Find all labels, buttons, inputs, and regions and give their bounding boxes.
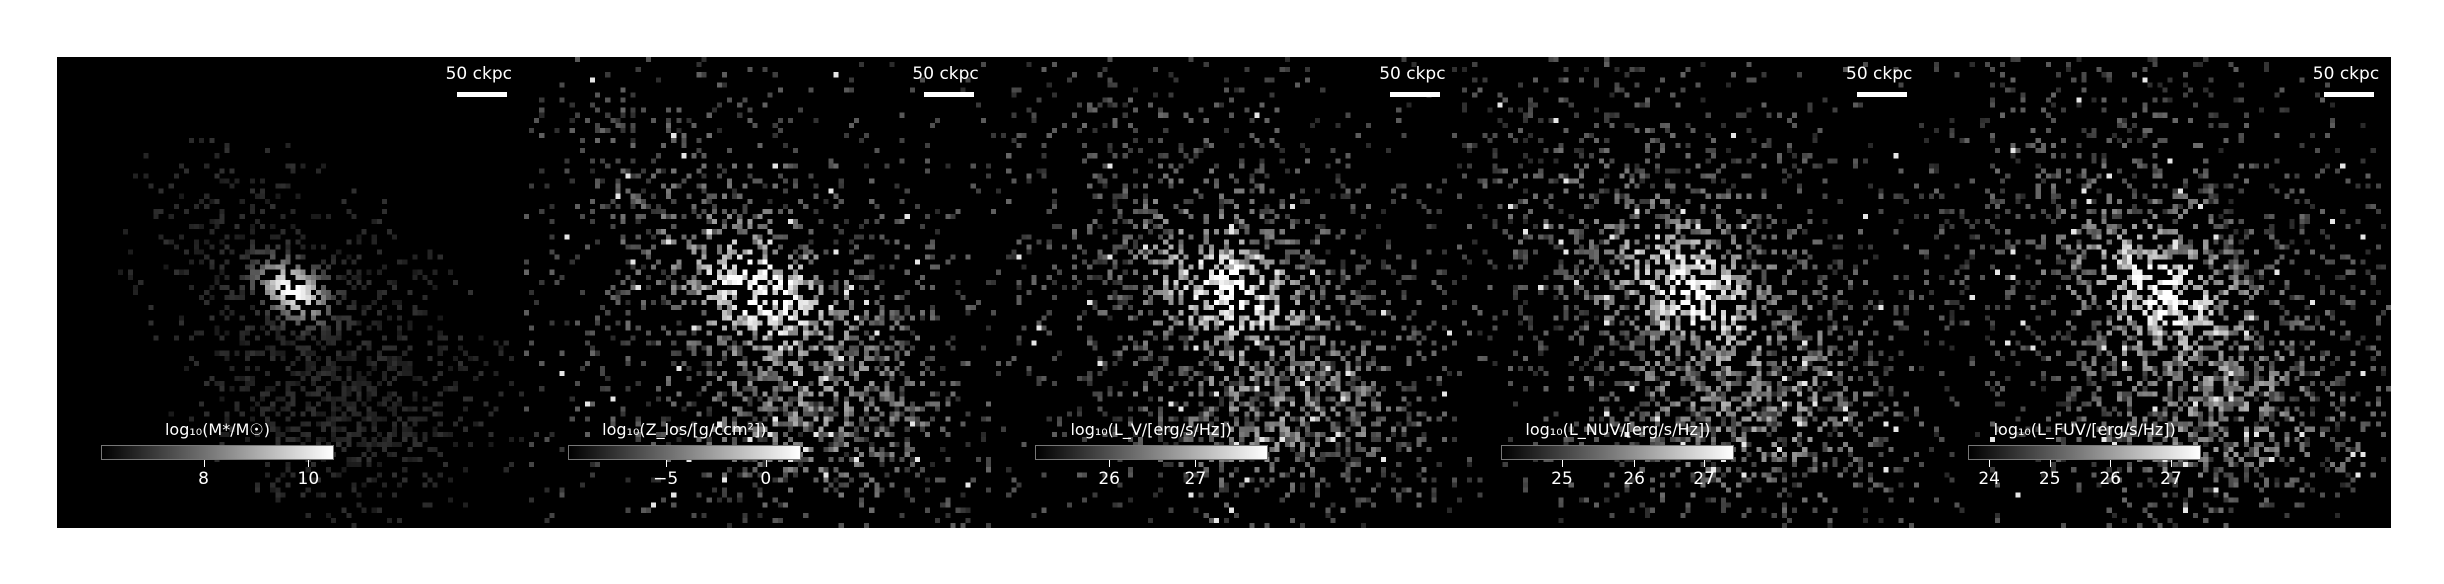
colorbar-gradient: [1034, 445, 1268, 460]
colorbar-gradient: [101, 445, 334, 460]
scale-bar-label: 50 ckpc: [912, 64, 979, 84]
colorbar-tick: [1989, 460, 1991, 467]
scale-bar-label: 50 ckpc: [445, 64, 512, 84]
scale-bar: [456, 92, 507, 97]
colorbar-tick: [1561, 460, 1563, 467]
colorbar-tick: [1704, 460, 1706, 467]
panel-metallicity: 50 ckpc log₁₀(Z_los/[g/ccm²]) −5 0: [523, 57, 991, 528]
colorbar-tick-label: 26: [1098, 469, 1120, 489]
colorbar-gradient: [1501, 445, 1735, 460]
panel-fuv-luminosity: 50 ckpc log₁₀(L_FUV/[erg/s/Hz]) 24 25 26 27: [1924, 57, 2391, 528]
colorbar-tick-label: 27: [1693, 469, 1715, 489]
colorbar-tick-label: 0: [760, 469, 772, 489]
colorbar-tick: [308, 460, 310, 467]
colorbar-tick: [1109, 460, 1111, 467]
scale-bar: [923, 92, 974, 97]
colorbar-tick-label: 25: [1551, 469, 1573, 489]
panel-v-luminosity: 50 ckpc log₁₀(L_V/[erg/s/Hz]) 26 27: [990, 57, 1458, 528]
colorbar-label: log₁₀(L_NUV/[erg/s/Hz]): [1525, 420, 1711, 439]
colorbar-tick-label: 26: [1623, 469, 1646, 489]
colorbar-tick: [2049, 460, 2051, 467]
panel-nuv-luminosity: 50 ckpc log₁₀(L_NUV/[erg/s/Hz]) 25 26 27: [1457, 57, 1925, 528]
colorbar-tick: [203, 460, 205, 467]
colorbar-tick-label: −5: [653, 469, 679, 489]
colorbar-label: log₁₀(Z_los/[g/ccm²]): [602, 420, 767, 439]
panel-stellar-mass: 50 ckpc log₁₀(M*/M☉) 8 10: [57, 57, 524, 528]
colorbar-label: log₁₀(L_FUV/[erg/s/Hz]): [1993, 420, 2176, 439]
scale-bar: [2323, 92, 2374, 97]
colorbar-tick: [1634, 460, 1636, 467]
colorbar-tick: [2170, 460, 2172, 467]
scale-bar: [1857, 92, 1908, 97]
colorbar-gradient: [567, 445, 801, 460]
scale-bar-label: 50 ckpc: [1379, 64, 1446, 84]
colorbar-label: log₁₀(M*/M☉): [164, 420, 271, 439]
colorbar-label: log₁₀(L_V/[erg/s/Hz]): [1070, 420, 1232, 439]
colorbar-tick-label: 26: [2099, 469, 2122, 489]
colorbar-tick-label: 24: [1978, 469, 2000, 489]
colorbar-tick-label: 25: [2038, 469, 2061, 489]
colorbar-tick: [765, 460, 767, 467]
colorbar-tick: [1195, 460, 1197, 467]
colorbar-tick-label: 10: [297, 469, 320, 489]
colorbar-tick: [2110, 460, 2112, 467]
colorbar-tick: [665, 460, 667, 467]
scale-bar-label: 50 ckpc: [2312, 64, 2380, 84]
scale-bar-label: 50 ckpc: [1846, 64, 1913, 84]
colorbar-tick-label: 27: [2160, 469, 2182, 489]
image-strip: 50 ckpc log₁₀(M*/M☉) 8 10 50 ckpc log₁₀(Z…: [57, 57, 2391, 528]
scale-bar: [1390, 92, 1441, 97]
colorbar-tick-label: 27: [1184, 469, 1207, 489]
colorbar-gradient: [1968, 445, 2202, 460]
colorbar-tick-label: 8: [198, 469, 209, 489]
